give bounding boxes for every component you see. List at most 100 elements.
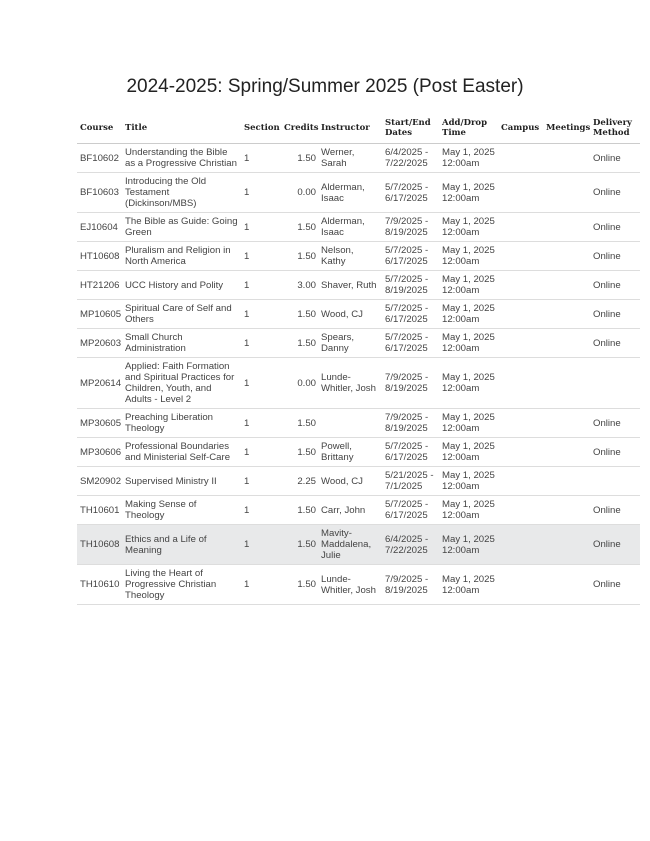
cell-campus — [498, 357, 543, 409]
cell-dates: 7/9/2025 - 8/19/2025 — [382, 408, 439, 438]
cell-dates: 5/7/2025 - 6/17/2025 — [382, 495, 439, 525]
cell-credits: 1.50 — [281, 212, 318, 242]
cell-meetings — [543, 241, 590, 271]
cell-instructor: Lunde-Whitler, Josh — [318, 357, 382, 409]
cell-instructor: Shaver, Ruth — [318, 270, 382, 300]
cell-campus — [498, 524, 543, 565]
cell-meetings — [543, 270, 590, 300]
cell-delivery: Online — [590, 241, 640, 271]
cell-course: HT21206 — [77, 270, 122, 300]
cell-campus — [498, 241, 543, 271]
cell-title: Pluralism and Religion in North America — [122, 241, 241, 271]
cell-section: 1 — [241, 299, 281, 329]
cell-section: 1 — [241, 437, 281, 467]
cell-dates: 7/9/2025 - 8/19/2025 — [382, 564, 439, 605]
cell-meetings — [543, 143, 590, 173]
cell-instructor: Carr, John — [318, 495, 382, 525]
cell-delivery — [590, 357, 640, 409]
table-row: BF10603 Introducing the Old Testament (Di… — [77, 172, 640, 213]
cell-credits: 1.50 — [281, 143, 318, 173]
cell-credits: 0.00 — [281, 172, 318, 213]
table-row: MP30605 Preaching Liberation Theology 1 1.5… — [77, 408, 640, 438]
cell-delivery: Online — [590, 408, 640, 438]
cell-adddrop: May 1, 2025 12:00am — [439, 524, 498, 565]
cell-meetings — [543, 466, 590, 496]
table-row: EJ10604 The Bible as Guide: Going Green 1 1… — [77, 212, 640, 242]
cell-course: MP10605 — [77, 299, 122, 329]
cell-instructor: Werner, Sarah — [318, 143, 382, 173]
cell-credits: 1.50 — [281, 437, 318, 467]
column-header-meetings: Meetings — [543, 113, 590, 144]
cell-title: Spiritual Care of Self and Others — [122, 299, 241, 329]
cell-dates: 5/7/2025 - 6/17/2025 — [382, 172, 439, 213]
cell-campus — [498, 172, 543, 213]
cell-credits: 1.50 — [281, 241, 318, 271]
cell-title: Supervised Ministry II — [122, 466, 241, 496]
column-header-title: Title — [122, 113, 241, 144]
column-header-delivery: Delivery Method — [590, 113, 640, 144]
cell-credits: 0.00 — [281, 357, 318, 409]
cell-credits: 1.50 — [281, 524, 318, 565]
cell-section: 1 — [241, 270, 281, 300]
table-row: MP20614 Applied: Faith Formation and Spir… — [77, 357, 640, 409]
cell-campus — [498, 564, 543, 605]
cell-adddrop: May 1, 2025 12:00am — [439, 212, 498, 242]
cell-meetings — [543, 357, 590, 409]
cell-course: SM20902 — [77, 466, 122, 496]
cell-title: UCC History and Polity — [122, 270, 241, 300]
cell-meetings — [543, 495, 590, 525]
table-row: BF10602 Understanding the Bible as a Prog… — [77, 143, 640, 173]
table-row: TH10601 Making Sense of Theology 1 1.50 Carr… — [77, 495, 640, 525]
cell-section: 1 — [241, 495, 281, 525]
table-row: MP20603 Small Church Administration 1 1.50 S… — [77, 328, 640, 358]
cell-meetings — [543, 437, 590, 467]
cell-adddrop: May 1, 2025 12:00am — [439, 172, 498, 213]
cell-section: 1 — [241, 143, 281, 173]
cell-meetings — [543, 524, 590, 565]
cell-section: 1 — [241, 466, 281, 496]
cell-credits: 1.50 — [281, 299, 318, 329]
cell-meetings — [543, 172, 590, 213]
cell-meetings — [543, 328, 590, 358]
cell-credits: 2.25 — [281, 466, 318, 496]
cell-dates: 6/4/2025 - 7/22/2025 — [382, 524, 439, 565]
cell-credits: 1.50 — [281, 328, 318, 358]
cell-section: 1 — [241, 241, 281, 271]
table-row: MP30606 Professional Boundaries and Minis… — [77, 437, 640, 467]
cell-instructor: Spears, Danny — [318, 328, 382, 358]
cell-section: 1 — [241, 564, 281, 605]
cell-adddrop: May 1, 2025 12:00am — [439, 328, 498, 358]
cell-section: 1 — [241, 357, 281, 409]
cell-course: TH10610 — [77, 564, 122, 605]
cell-delivery: Online — [590, 299, 640, 329]
cell-section: 1 — [241, 524, 281, 565]
cell-campus — [498, 408, 543, 438]
cell-adddrop: May 1, 2025 12:00am — [439, 357, 498, 409]
column-header-course: Course — [77, 113, 122, 144]
cell-meetings — [543, 564, 590, 605]
cell-adddrop: May 1, 2025 12:00am — [439, 299, 498, 329]
table-row: TH10610 Living the Heart of Progressive C… — [77, 564, 640, 605]
cell-instructor: Powell, Brittany — [318, 437, 382, 467]
cell-adddrop: May 1, 2025 12:00am — [439, 437, 498, 467]
table-row: SM20902 Supervised Ministry II 1 2.25 Wood, … — [77, 466, 640, 496]
cell-course: MP20614 — [77, 357, 122, 409]
table-header: Course Title Section Credits Instructor Start… — [77, 113, 640, 144]
cell-course: EJ10604 — [77, 212, 122, 242]
cell-course: TH10601 — [77, 495, 122, 525]
cell-section: 1 — [241, 172, 281, 213]
cell-delivery: Online — [590, 270, 640, 300]
cell-credits: 1.50 — [281, 564, 318, 605]
cell-instructor — [318, 408, 382, 438]
cell-title: Small Church Administration — [122, 328, 241, 358]
cell-course: BF10602 — [77, 143, 122, 173]
cell-dates: 7/9/2025 - 8/19/2025 — [382, 357, 439, 409]
cell-course: TH10608 — [77, 524, 122, 565]
cell-title: Understanding the Bible as a Progressive… — [122, 143, 241, 173]
cell-adddrop: May 1, 2025 12:00am — [439, 495, 498, 525]
cell-instructor: Lunde-Whitler, Josh — [318, 564, 382, 605]
cell-title: Living the Heart of Progressive Christia… — [122, 564, 241, 605]
cell-delivery — [590, 466, 640, 496]
cell-section: 1 — [241, 212, 281, 242]
cell-adddrop: May 1, 2025 12:00am — [439, 466, 498, 496]
